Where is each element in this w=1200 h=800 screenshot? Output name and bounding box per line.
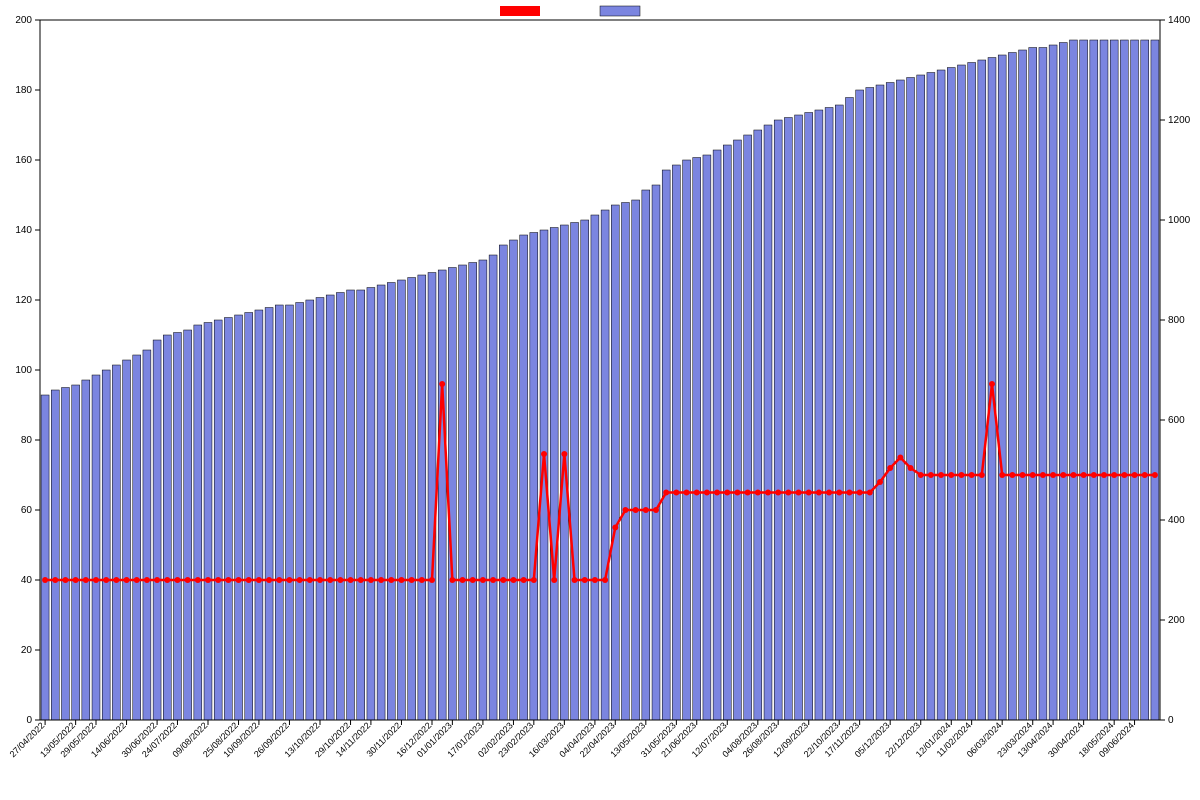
svg-text:40: 40 bbox=[21, 575, 33, 586]
svg-text:60: 60 bbox=[21, 505, 33, 516]
svg-text:0: 0 bbox=[1168, 715, 1174, 726]
svg-text:1400: 1400 bbox=[1168, 15, 1191, 26]
svg-text:600: 600 bbox=[1168, 415, 1185, 426]
chart-container: 0 20 40 60 80 100 120 140 160 180 200 0 200 400 600 800… bbox=[0, 0, 1200, 800]
svg-text:800: 800 bbox=[1168, 315, 1185, 326]
svg-text:1200: 1200 bbox=[1168, 115, 1191, 126]
svg-text:80: 80 bbox=[21, 435, 33, 446]
svg-text:1000: 1000 bbox=[1168, 215, 1191, 226]
svg-text:200: 200 bbox=[1168, 615, 1185, 626]
svg-text:180: 180 bbox=[15, 85, 32, 96]
combo-chart: 0 20 40 60 80 100 120 140 160 180 200 0 200 400 600 800… bbox=[0, 0, 1200, 800]
svg-text:200: 200 bbox=[15, 15, 32, 26]
svg-text:160: 160 bbox=[15, 155, 32, 166]
svg-text:120: 120 bbox=[15, 295, 32, 306]
svg-text:100: 100 bbox=[15, 365, 32, 376]
svg-text:20: 20 bbox=[21, 645, 33, 656]
svg-text:400: 400 bbox=[1168, 515, 1185, 526]
svg-text:0: 0 bbox=[26, 715, 32, 726]
svg-text:140: 140 bbox=[15, 225, 32, 236]
